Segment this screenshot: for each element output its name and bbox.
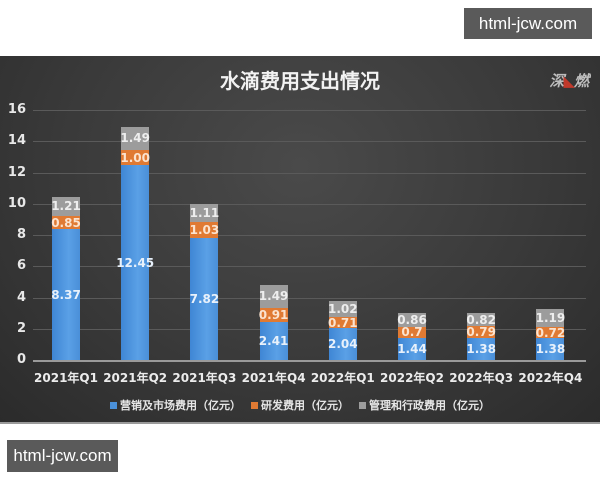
gridline xyxy=(33,203,586,205)
watermark-top: html-jcw.com xyxy=(464,8,592,39)
data-label: 7.82 xyxy=(189,291,220,306)
chart-title: 水滴费用支出情况 xyxy=(220,69,380,93)
x-axis-line xyxy=(33,360,586,362)
data-label: 1.11 xyxy=(189,206,220,221)
gridline xyxy=(33,141,586,143)
admin-segment: 1.02 xyxy=(328,301,358,318)
x-tick-label: 2021年Q4 xyxy=(241,371,306,385)
gridline xyxy=(33,172,586,174)
y-tick-label: 6 xyxy=(16,258,26,274)
gridline xyxy=(33,110,586,111)
plot-area: 0 2 4 6 8 10 12 14 16 8.37 0.85 1.21 2021年Q1 12.45 1.0… xyxy=(0,56,600,422)
x-tick-label: 2021年Q3 xyxy=(172,371,237,385)
data-label: 0.7 xyxy=(401,325,423,340)
gridline xyxy=(33,328,586,330)
data-label: 12.45 xyxy=(116,255,155,270)
data-label: 2.04 xyxy=(328,337,358,352)
marketing-segment: 2.04 xyxy=(328,328,358,360)
data-label: 1.49 xyxy=(258,289,289,304)
marketing-segment: 1.44 xyxy=(397,337,427,360)
x-tick-label: 2022年Q2 xyxy=(380,371,444,385)
y-tick-label: 14 xyxy=(7,133,26,149)
data-label: 0.72 xyxy=(535,325,566,340)
admin-segment: 1.19 xyxy=(535,308,566,328)
data-label: 1.21 xyxy=(51,199,81,214)
rnd-segment: 1.00 xyxy=(120,149,150,166)
marketing-segment: 7.82 xyxy=(189,237,220,360)
data-label: 0.91 xyxy=(258,308,289,323)
rnd-segment: 1.03 xyxy=(189,221,220,238)
marketing-segment: 8.37 xyxy=(51,229,81,360)
admin-segment: 1.49 xyxy=(120,126,150,150)
data-label: 1.49 xyxy=(120,131,150,146)
x-tick-label: 2021年Q1 xyxy=(34,371,98,385)
data-label: 0.71 xyxy=(328,315,358,330)
x-tick-label: 2022年Q4 xyxy=(518,371,583,385)
data-label: 0.79 xyxy=(466,325,496,340)
x-tick-label: 2021年Q2 xyxy=(103,371,168,385)
legend-swatch-icon xyxy=(110,401,117,409)
data-label: 2.41 xyxy=(258,334,289,349)
data-label: 1.19 xyxy=(535,310,566,325)
rnd-segment: 0.71 xyxy=(328,315,358,330)
admin-segment: 0.82 xyxy=(466,312,496,327)
y-tick-label: 8 xyxy=(16,227,26,242)
brand-logo: 深◣燃 xyxy=(549,72,589,90)
marketing-segment: 1.38 xyxy=(535,338,566,360)
x-tick-label: 2022年Q3 xyxy=(449,371,514,385)
rnd-segment: 0.91 xyxy=(258,308,289,323)
rnd-segment: 0.7 xyxy=(398,325,426,340)
watermark-bottom: html-jcw.com xyxy=(7,440,118,472)
admin-segment: 1.11 xyxy=(189,204,220,222)
marketing-segment: 2.41 xyxy=(258,322,289,360)
data-label: 8.37 xyxy=(51,287,81,302)
legend-label: 研发费用（亿元） xyxy=(261,399,349,412)
data-label: 1.02 xyxy=(328,302,358,317)
legend-item: 营销及市场费用（亿元） xyxy=(110,397,241,413)
legend-label: 营销及市场费用（亿元） xyxy=(120,399,241,412)
y-tick-label: 10 xyxy=(7,195,26,211)
data-label: 0.86 xyxy=(397,312,427,327)
chart-legend: 营销及市场费用（亿元） 研发费用（亿元） 管理和行政费用（亿元） xyxy=(0,397,600,413)
data-label: 1.00 xyxy=(120,150,150,165)
legend-item: 管理和行政费用（亿元） xyxy=(359,397,490,413)
x-tick-label: 2022年Q1 xyxy=(310,371,375,385)
data-label: 1.03 xyxy=(189,222,220,237)
legend-item: 研发费用（亿元） xyxy=(251,397,349,413)
marketing-segment: 1.38 xyxy=(466,338,496,360)
legend-label: 管理和行政费用（亿元） xyxy=(369,399,490,412)
admin-segment: 1.21 xyxy=(51,197,81,216)
rnd-segment: 0.85 xyxy=(51,215,81,230)
legend-swatch-icon xyxy=(251,401,258,409)
gridline xyxy=(33,266,586,268)
y-tick-label: 16 xyxy=(7,102,26,117)
y-tick-label: 4 xyxy=(16,289,26,305)
y-tick-label: 0 xyxy=(16,352,26,367)
data-label: 1.44 xyxy=(397,341,427,356)
legend-swatch-icon xyxy=(359,401,366,409)
data-label: 1.38 xyxy=(535,342,566,357)
data-label: 1.38 xyxy=(466,342,496,357)
marketing-segment: 12.45 xyxy=(116,165,154,360)
rnd-segment: 0.72 xyxy=(535,325,566,340)
gridline xyxy=(33,297,586,299)
admin-segment: 0.86 xyxy=(397,312,427,327)
chart-panel: 水滴费用支出情况 深◣燃 0 2 4 6 8 10 12 14 16 8.37 0.85 1.21 20… xyxy=(0,56,600,424)
admin-segment: 1.49 xyxy=(258,284,289,309)
data-label: 0.82 xyxy=(466,312,496,327)
gridline xyxy=(33,235,586,236)
rnd-segment: 0.79 xyxy=(466,325,496,340)
y-tick-label: 12 xyxy=(7,164,26,180)
data-label: 0.85 xyxy=(51,215,81,230)
y-tick-label: 2 xyxy=(16,320,26,336)
